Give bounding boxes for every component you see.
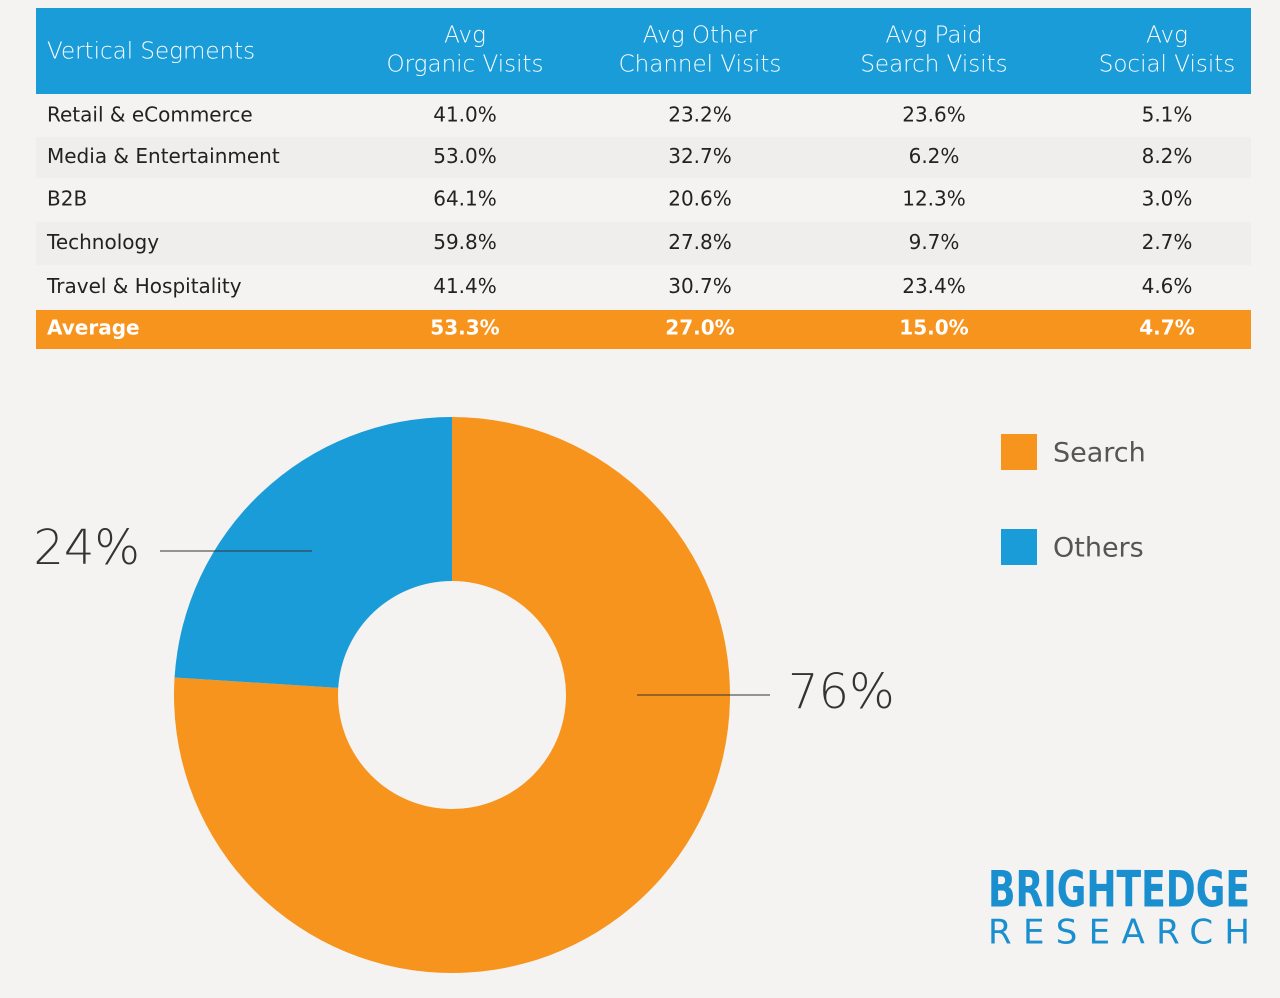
table-cell: 64.1% — [433, 187, 497, 211]
row-bg — [36, 265, 1251, 310]
header-cell: Avg Other — [643, 23, 758, 49]
header-cell: Social Visits — [1099, 52, 1236, 78]
brand-sub: RESEARCH — [988, 913, 1250, 953]
row-bg — [36, 178, 1251, 222]
table-cell: 6.2% — [909, 144, 960, 168]
table-cell: B2B — [47, 187, 87, 211]
average-cell: 27.0% — [665, 316, 734, 340]
average-cell: 4.7% — [1139, 316, 1194, 340]
table-cell: 8.2% — [1142, 144, 1193, 168]
table-cell: Media & Entertainment — [47, 144, 280, 168]
header-cell: Avg Paid — [885, 23, 982, 49]
header-cell: Vertical Segments — [47, 39, 255, 65]
legend-label: Others — [1053, 533, 1144, 564]
row-bg — [36, 137, 1251, 178]
average-cell: Average — [47, 316, 140, 340]
table-cell: 12.3% — [902, 187, 966, 211]
table-cell: 23.4% — [902, 274, 966, 298]
table-cell: 41.0% — [433, 103, 497, 127]
legend-label: Search — [1053, 438, 1146, 469]
table-cell: 30.7% — [668, 274, 732, 298]
table-cell: 5.1% — [1142, 103, 1193, 127]
brand-name: BRIGHTEDGE — [988, 861, 1250, 919]
table-cell: 3.0% — [1142, 187, 1193, 211]
row-bg — [36, 95, 1251, 137]
legend-swatch — [1001, 529, 1037, 565]
header-cell: Avg — [444, 23, 486, 49]
table-cell: 23.2% — [668, 103, 732, 127]
data-label: 76% — [788, 664, 895, 720]
table-cell: 41.4% — [433, 274, 497, 298]
average-bg — [36, 310, 1251, 349]
table-cell: 4.6% — [1142, 274, 1193, 298]
header-cell: Organic Visits — [387, 52, 544, 78]
table-cell: 53.0% — [433, 144, 497, 168]
header-cell: Channel Visits — [619, 52, 782, 78]
average-cell: 15.0% — [899, 316, 968, 340]
table-cell: 59.8% — [433, 230, 497, 254]
table-cell: Technology — [46, 230, 159, 254]
table-cell: Travel & Hospitality — [46, 274, 242, 298]
data-label: 24% — [33, 520, 140, 576]
header-cell: Avg — [1146, 23, 1188, 49]
header-bg — [36, 8, 1251, 94]
table-cell: 9.7% — [909, 230, 960, 254]
table-cell: 20.6% — [668, 187, 732, 211]
donut-slice — [173, 417, 730, 973]
table-cell: 2.7% — [1142, 230, 1193, 254]
row-bg — [36, 222, 1251, 265]
legend-swatch — [1001, 434, 1037, 470]
table-cell: 32.7% — [668, 144, 732, 168]
table-cell: 27.8% — [668, 230, 732, 254]
header-cell: Search Visits — [860, 52, 1007, 78]
average-cell: 53.3% — [430, 316, 499, 340]
table-cell: Retail & eCommerce — [47, 103, 253, 127]
table-cell: 23.6% — [902, 103, 966, 127]
donut-slice — [174, 417, 452, 688]
